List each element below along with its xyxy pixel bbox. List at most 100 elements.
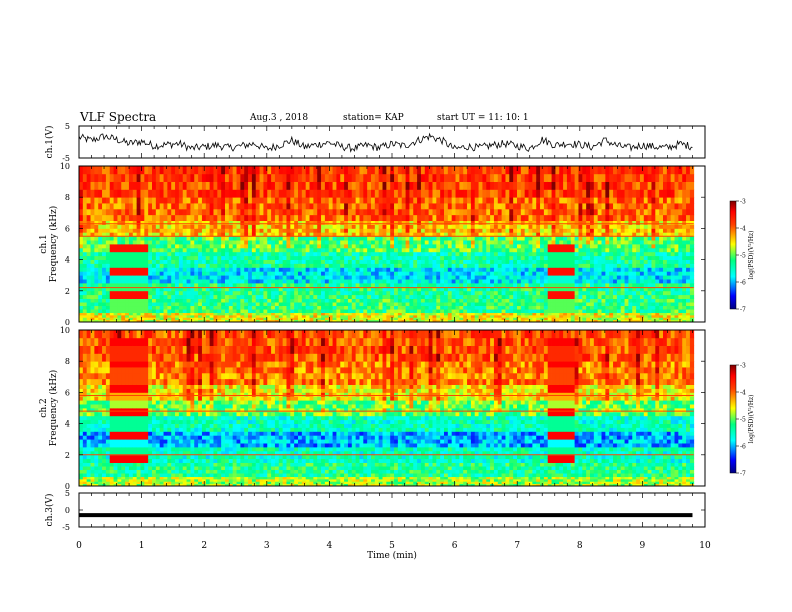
spectrogram-cell bbox=[186, 220, 191, 225]
spectrogram-cell bbox=[290, 166, 295, 175]
spectrogram-cell bbox=[463, 302, 468, 307]
spectrogram-cell bbox=[105, 271, 111, 276]
spectrogram-cell bbox=[386, 290, 391, 296]
spectrogram-cell bbox=[371, 267, 376, 272]
spectrogram-cell bbox=[405, 173, 410, 182]
spectrogram-cell bbox=[367, 208, 372, 216]
spectrogram-cell bbox=[582, 275, 587, 280]
spectrogram-cell bbox=[586, 247, 591, 253]
spectrogram-cell bbox=[109, 220, 114, 225]
spectrogram-cell bbox=[513, 220, 518, 225]
spectrogram-cell bbox=[190, 197, 195, 204]
spectrogram-cell bbox=[566, 244, 572, 249]
spectrogram-cell bbox=[121, 317, 126, 321]
spectrogram-cell bbox=[397, 302, 403, 307]
spectrogram-cell bbox=[298, 259, 303, 264]
spectrogram-cell bbox=[382, 312, 387, 316]
spectrogram-cell bbox=[309, 298, 314, 303]
spectrogram-cell bbox=[309, 181, 314, 190]
spectrogram-cell bbox=[490, 294, 495, 299]
spectrogram-cell bbox=[336, 232, 341, 237]
spectrogram-cell bbox=[301, 173, 307, 182]
spectrogram-cell bbox=[259, 228, 264, 233]
spectrogram-cell bbox=[555, 189, 560, 198]
spectrogram-cell bbox=[386, 247, 391, 253]
spectrogram-cell bbox=[440, 247, 445, 253]
spectrogram-cell bbox=[105, 298, 111, 303]
spectrogram-cell bbox=[405, 214, 410, 221]
spectrogram-cell bbox=[440, 220, 445, 225]
spectrogram-cell bbox=[586, 189, 591, 198]
spectrogram-cell bbox=[259, 189, 264, 198]
spectrogram-cell bbox=[543, 279, 549, 284]
spectrogram-cell bbox=[401, 305, 406, 310]
spectrogram-cell bbox=[559, 244, 564, 249]
spectrogram-cell bbox=[570, 279, 576, 284]
spectrogram-cell bbox=[274, 314, 280, 318]
spectrogram-cell bbox=[505, 240, 510, 245]
spectrogram-cell bbox=[363, 319, 368, 323]
spectrogram-cell bbox=[240, 197, 245, 204]
spectrogram-cell bbox=[451, 294, 456, 299]
spectrogram-cell bbox=[490, 220, 495, 225]
spectrogram-cell bbox=[397, 197, 403, 204]
spectrogram-cell bbox=[278, 173, 284, 182]
spectrogram-cell bbox=[313, 236, 318, 241]
spectrogram-cell bbox=[274, 189, 280, 198]
spectrogram-cell bbox=[428, 314, 433, 318]
spectrogram-cell bbox=[167, 302, 172, 307]
spectrogram-cell bbox=[109, 279, 114, 284]
spectrogram-cell bbox=[547, 290, 552, 296]
spectrogram-cell bbox=[409, 259, 414, 264]
spectrogram-cell bbox=[543, 317, 549, 321]
spectrogram-cell bbox=[286, 279, 291, 284]
spectrogram-cell bbox=[321, 244, 326, 249]
spectrogram-cell bbox=[440, 244, 445, 249]
spectrogram-cell bbox=[102, 173, 107, 182]
spectrogram-cell bbox=[171, 263, 176, 268]
spectrogram-cell bbox=[551, 312, 556, 316]
spectrogram-cell bbox=[474, 319, 479, 323]
spectrogram-cell bbox=[505, 220, 510, 225]
spectrogram-cell bbox=[263, 228, 268, 233]
spectrogram-cell bbox=[517, 312, 522, 316]
spectrogram-cell bbox=[513, 251, 518, 257]
spectrogram-cell bbox=[593, 232, 599, 237]
spectrogram-cell bbox=[113, 312, 118, 316]
spectrogram-cell bbox=[563, 267, 568, 272]
spectrogram-cell bbox=[205, 228, 211, 233]
spectrogram-cell bbox=[332, 240, 337, 245]
spectrogram-cell bbox=[374, 286, 380, 292]
spectrogram-cell bbox=[255, 275, 260, 280]
spectrogram-cell bbox=[417, 251, 422, 257]
spectrogram-cell bbox=[321, 302, 326, 307]
spectrogram-cell bbox=[217, 197, 222, 204]
spectrogram-cell bbox=[582, 312, 587, 316]
spectrogram-cell bbox=[344, 224, 349, 229]
spectrogram-cell bbox=[401, 294, 406, 299]
spectrogram-cell bbox=[547, 224, 552, 229]
spectrogram-cell bbox=[240, 181, 245, 190]
spectrogram-cell bbox=[132, 228, 138, 233]
spectrogram-cell bbox=[125, 283, 130, 288]
spectrogram-cell bbox=[255, 220, 260, 225]
spectrogram-cell bbox=[217, 203, 222, 210]
spectrogram-cell bbox=[459, 290, 464, 296]
spectrogram-cell bbox=[367, 309, 372, 314]
spectrogram-cell bbox=[528, 232, 533, 237]
spectrogram-cell bbox=[344, 244, 349, 249]
spectrogram-cell bbox=[128, 236, 134, 241]
spectrogram-cell bbox=[474, 214, 479, 221]
spectrogram-cell bbox=[152, 283, 157, 288]
spectrogram-cell bbox=[186, 197, 191, 204]
spectrogram-cell bbox=[513, 224, 518, 229]
spectrogram-cell bbox=[248, 247, 253, 253]
spectrogram-cell bbox=[282, 255, 287, 260]
spectrogram-cell bbox=[397, 294, 403, 299]
spectrogram-cell bbox=[501, 305, 506, 310]
spectrogram-cell bbox=[251, 189, 257, 198]
spectrogram-cell bbox=[144, 286, 149, 292]
spectrogram-cell bbox=[282, 232, 287, 237]
spectrogram-cell bbox=[259, 309, 264, 314]
spectrogram-cell bbox=[267, 255, 272, 260]
